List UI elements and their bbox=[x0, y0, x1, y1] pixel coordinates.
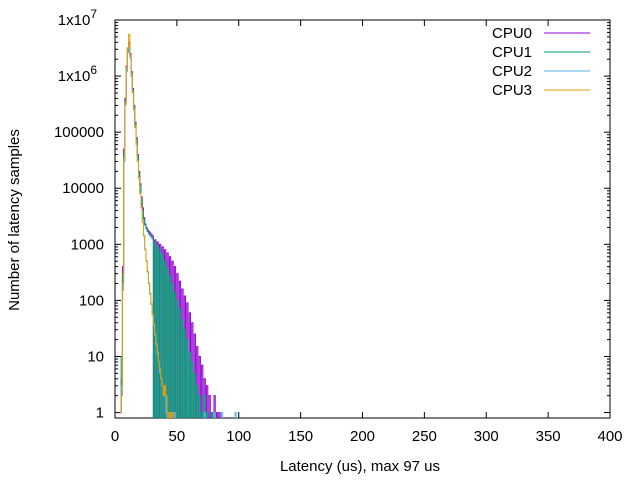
x-tick-label: 150 bbox=[288, 428, 313, 445]
x-tick-label: 0 bbox=[111, 428, 119, 445]
x-tick-label: 250 bbox=[412, 428, 437, 445]
y-tick-label: 10 bbox=[87, 348, 104, 365]
x-tick-label: 300 bbox=[474, 428, 499, 445]
x-tick-label: 50 bbox=[169, 428, 186, 445]
y-tick-label: 100000 bbox=[54, 124, 104, 141]
legend-label-cpu0: CPU0 bbox=[492, 25, 532, 42]
y-axis-label: Number of latency samples bbox=[6, 129, 23, 311]
y-tick-label: 1000 bbox=[71, 236, 104, 253]
x-tick-label: 100 bbox=[226, 428, 251, 445]
legend-label-cpu3: CPU3 bbox=[492, 82, 532, 99]
y-tick-label: 100 bbox=[79, 292, 104, 309]
y-tick-label: 1 bbox=[96, 405, 104, 422]
y-tick-label: 1x106 bbox=[58, 63, 98, 85]
legend: CPU0 CPU1 CPU2 CPU3 bbox=[492, 25, 590, 99]
legend-label-cpu2: CPU2 bbox=[492, 63, 532, 80]
x-tick-label: 200 bbox=[350, 428, 375, 445]
y-tick-label: 10000 bbox=[62, 180, 104, 197]
x-tick-label: 350 bbox=[536, 428, 561, 445]
y-axis: 1 10 100 1000 10000 100000 1x106 1x107 bbox=[54, 7, 610, 422]
x-axis-label: Latency (us), max 97 us bbox=[280, 458, 440, 475]
y-tick-exponent: 6 bbox=[90, 63, 97, 77]
series-line-cpu1 bbox=[119, 43, 216, 418]
series-line-cpu3 bbox=[119, 34, 174, 418]
y-tick-exponent: 7 bbox=[90, 7, 97, 21]
series-group bbox=[118, 34, 237, 418]
x-tick-label: 400 bbox=[597, 428, 622, 445]
legend-label-cpu1: CPU1 bbox=[492, 44, 532, 61]
y-tick-label: 1x107 bbox=[58, 7, 98, 29]
x-axis: 0 50 100 150 200 250 300 350 400 bbox=[111, 20, 623, 445]
